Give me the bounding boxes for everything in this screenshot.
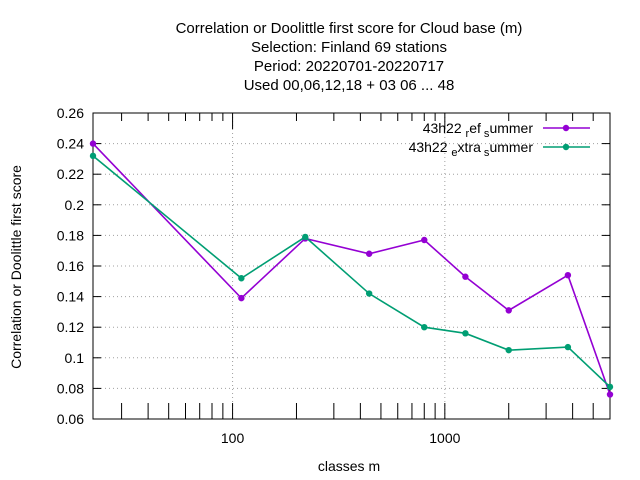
y-tick-label: 0.16 (57, 258, 84, 274)
legend-label-1: 43h22 extra summer (409, 139, 534, 159)
legend-marker-1 (562, 143, 570, 151)
axis-tick-labels: 0.06 0.08 0.1 0.12 0.14 0.16 0.18 0.2 0.22 0.24 0.… (57, 105, 461, 446)
series-point-0 (462, 273, 469, 280)
title-line-4: Used 00,06,12,18 + 03 06 ... 48 (244, 77, 455, 94)
series-point-1 (421, 324, 428, 331)
y-tick-label: 0.1 (65, 350, 85, 366)
series-point-0 (238, 294, 245, 302)
y-tick-label: 0.26 (57, 105, 84, 121)
series-group (89, 140, 614, 398)
series-point-1 (365, 290, 373, 297)
title-line-1: Correlation or Doolittle first score for… (176, 20, 523, 37)
legend-marker-0 (562, 124, 570, 132)
axis-ticks (93, 112, 610, 420)
title-line-2: Selection: Finland 69 stations (251, 39, 447, 56)
y-tick-label: 0.24 (57, 136, 84, 152)
y-axis-label: Correlation or Doolittle first score (8, 165, 24, 369)
y-tick-label: 0.12 (57, 319, 84, 335)
x-tick-label: 1000 (429, 430, 460, 446)
series-point-1 (89, 152, 97, 160)
series-point-1 (238, 275, 245, 282)
y-tick-label: 0.08 (57, 380, 84, 396)
series-point-1 (302, 233, 309, 241)
series-point-1 (505, 346, 512, 354)
y-tick-label: 0.14 (57, 289, 84, 305)
chart-title: Correlation or Doolittle first score for… (176, 20, 523, 94)
y-tick-label: 0.22 (57, 166, 84, 182)
y-tick-label: 0.2 (65, 197, 85, 213)
series-line-1 (92, 155, 611, 388)
y-tick-label: 0.06 (57, 411, 84, 427)
plot-frame (92, 112, 611, 420)
series-point-0 (505, 307, 512, 314)
series-point-0 (421, 236, 428, 244)
series-point-1 (564, 343, 572, 351)
series-point-0 (564, 271, 572, 279)
series-line-0 (92, 143, 611, 395)
title-line-3: Period: 20220701-20220717 (254, 58, 444, 75)
legend-label-0: 43h22 ref summer (423, 120, 534, 140)
x-tick-label: 100 (221, 430, 245, 446)
series-point-0 (89, 140, 97, 147)
series-point-1 (606, 383, 614, 391)
x-axis-label: classes m (318, 458, 380, 474)
grid (93, 113, 610, 419)
series-point-1 (462, 330, 469, 337)
series-point-0 (606, 391, 614, 398)
y-tick-label: 0.18 (57, 227, 84, 243)
series-point-0 (365, 250, 373, 257)
